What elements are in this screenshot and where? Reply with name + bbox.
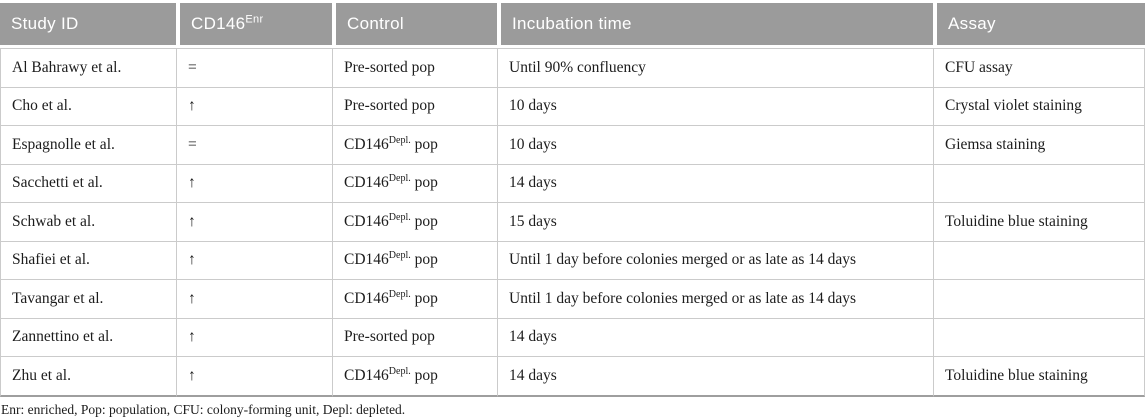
control-superscript: Depl.	[388, 288, 411, 300]
table-body: Al Bahrawy et al. = Pre-sorted pop Until…	[0, 48, 1145, 397]
cell-cd146-change: ↑	[176, 86, 332, 125]
cell-assay	[933, 163, 1145, 202]
cell-cd146-change: ↑	[176, 240, 332, 279]
cell-control: Pre-sorted pop	[332, 48, 497, 87]
cell-assay	[933, 240, 1145, 279]
cell-assay: Toluidine blue staining	[933, 202, 1145, 241]
cell-incubation-time: 14 days	[497, 163, 933, 202]
control-text: CD146	[344, 174, 389, 192]
table-row: Schwab et al. ↑ CD146Depl. pop 15 days T…	[0, 202, 1145, 241]
table-row: Cho et al. ↑ Pre-sorted pop 10 days Crys…	[0, 86, 1145, 125]
control-text: Pre-sorted pop	[344, 328, 435, 346]
col-header-cd146-enr: CD146Enr	[176, 3, 332, 48]
control-suffix: pop	[410, 366, 438, 384]
control-text: Pre-sorted pop	[344, 58, 435, 76]
control-superscript: Depl.	[388, 134, 411, 146]
cell-control: CD146Depl. pop	[332, 279, 497, 318]
control-suffix: pop	[410, 212, 438, 230]
col-header-control: Control	[332, 3, 497, 48]
table-row: Al Bahrawy et al. = Pre-sorted pop Until…	[0, 48, 1145, 87]
col-header-study-id: Study ID	[0, 3, 176, 48]
control-text: CD146	[344, 212, 389, 230]
col-header-incubation-time: Incubation time	[497, 3, 933, 48]
control-text: CD146	[344, 251, 389, 269]
table-row: Tavangar et al. ↑ CD146Depl. pop Until 1…	[0, 279, 1145, 318]
control-suffix: pop	[410, 135, 438, 153]
cell-assay: Crystal violet staining	[933, 86, 1145, 125]
table-row: Zannettino et al. ↑ Pre-sorted pop 14 da…	[0, 317, 1145, 356]
cell-cd146-change: ↑	[176, 356, 332, 397]
control-text: CD146	[344, 366, 389, 384]
cell-incubation-time: Until 1 day before colonies merged or as…	[497, 279, 933, 318]
table-row: Sacchetti et al. ↑ CD146Depl. pop 14 day…	[0, 163, 1145, 202]
control-superscript: Depl.	[388, 173, 411, 185]
cell-cd146-change: ↑	[176, 279, 332, 318]
studies-table: Study ID CD146Enr Control Incubation tim…	[0, 3, 1145, 397]
cell-cd146-change: =	[176, 48, 332, 87]
table-footnote: Enr: enriched, Pop: population, CFU: col…	[1, 401, 406, 417]
control-superscript: Depl.	[388, 365, 411, 377]
cell-control: CD146Depl. pop	[332, 356, 497, 397]
cell-incubation-time: 14 days	[497, 356, 933, 397]
control-superscript: Depl.	[388, 250, 411, 262]
cell-control: Pre-sorted pop	[332, 317, 497, 356]
cell-incubation-time: Until 1 day before colonies merged or as…	[497, 240, 933, 279]
control-suffix: pop	[410, 174, 438, 192]
table-row: Zhu et al. ↑ CD146Depl. pop 14 days Tolu…	[0, 356, 1145, 397]
cell-assay: Toluidine blue staining	[933, 356, 1145, 397]
cell-study-id: Cho et al.	[0, 86, 176, 125]
cell-assay	[933, 279, 1145, 318]
cell-incubation-time: 10 days	[497, 125, 933, 164]
cell-study-id: Schwab et al.	[0, 202, 176, 241]
cell-cd146-change: ↑	[176, 317, 332, 356]
cell-study-id: Shafiei et al.	[0, 240, 176, 279]
cd146-header-text: CD146	[191, 14, 246, 33]
cell-cd146-change: =	[176, 125, 332, 164]
table-header: Study ID CD146Enr Control Incubation tim…	[0, 3, 1145, 48]
cell-study-id: Sacchetti et al.	[0, 163, 176, 202]
control-suffix: pop	[410, 251, 438, 269]
cell-study-id: Tavangar et al.	[0, 279, 176, 318]
control-text: CD146	[344, 135, 389, 153]
cell-incubation-time: 10 days	[497, 86, 933, 125]
cell-study-id: Zhu et al.	[0, 356, 176, 397]
control-suffix: pop	[410, 289, 438, 307]
cell-incubation-time: Until 90% confluency	[497, 48, 933, 87]
cell-control: CD146Depl. pop	[332, 125, 497, 164]
table-row: Shafiei et al. ↑ CD146Depl. pop Until 1 …	[0, 240, 1145, 279]
table-row: Espagnolle et al. = CD146Depl. pop 10 da…	[0, 125, 1145, 164]
cell-incubation-time: 14 days	[497, 317, 933, 356]
cell-study-id: Al Bahrawy et al.	[0, 48, 176, 87]
cell-control: CD146Depl. pop	[332, 240, 497, 279]
cell-incubation-time: 15 days	[497, 202, 933, 241]
cell-study-id: Espagnolle et al.	[0, 125, 176, 164]
control-superscript: Depl.	[388, 211, 411, 223]
col-header-assay: Assay	[933, 3, 1145, 48]
header-row: Study ID CD146Enr Control Incubation tim…	[0, 3, 1145, 48]
control-text: Pre-sorted pop	[344, 97, 435, 115]
cd146-header-superscript: Enr	[245, 13, 264, 26]
cell-control: CD146Depl. pop	[332, 163, 497, 202]
cell-study-id: Zannettino et al.	[0, 317, 176, 356]
cell-control: CD146Depl. pop	[332, 202, 497, 241]
cell-control: Pre-sorted pop	[332, 86, 497, 125]
cell-assay: CFU assay	[933, 48, 1145, 87]
cell-assay: Giemsa staining	[933, 125, 1145, 164]
cell-cd146-change: ↑	[176, 202, 332, 241]
control-text: CD146	[344, 289, 389, 307]
cell-assay	[933, 317, 1145, 356]
cell-cd146-change: ↑	[176, 163, 332, 202]
